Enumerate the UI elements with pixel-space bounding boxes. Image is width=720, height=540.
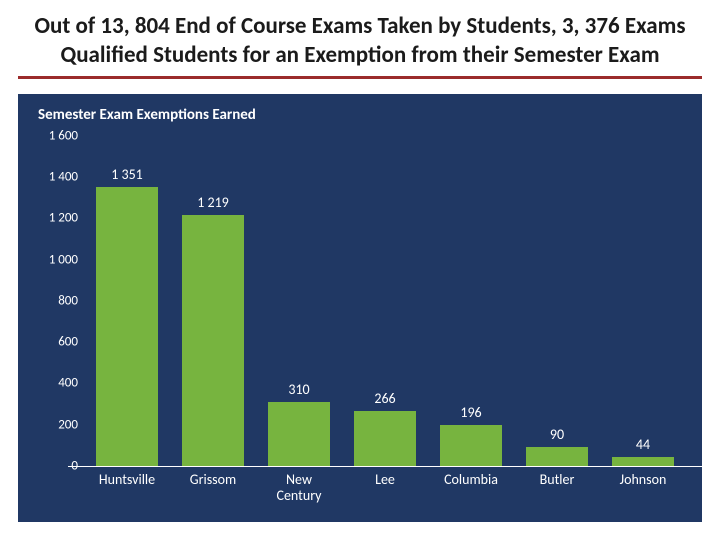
- bar-value-label: 90: [550, 426, 564, 443]
- bar: [440, 425, 502, 465]
- y-tick-label: 400: [58, 376, 78, 391]
- y-tick-label: 1 400: [49, 170, 78, 185]
- x-axis-labels: Huntsville Grissom NewCentury Lee Columbia Bu…: [84, 472, 686, 504]
- y-tick-label: 1 200: [49, 211, 78, 226]
- y-axis: 02004006008001 0001 2001 4001 600: [34, 136, 84, 504]
- y-tick-label: 1 600: [49, 129, 78, 144]
- x-axis-label: Butler: [521, 472, 593, 504]
- bar-value-label: 44: [636, 436, 650, 453]
- bar-column: 310: [263, 381, 335, 466]
- page-title: Out of 13, 804 End of Course Exams Taken…: [24, 12, 696, 70]
- bars-row: 1 351 1 219 310 266 196 90 44: [84, 136, 686, 466]
- y-tick-label: 800: [58, 293, 78, 308]
- bar: [182, 215, 244, 466]
- x-axis-label: Lee: [349, 472, 421, 504]
- bar-value-label: 310: [288, 381, 309, 398]
- bar: [96, 187, 158, 465]
- bar: [526, 447, 588, 466]
- chart-panel: Semester Exam Exemptions Earned 02004006…: [18, 94, 702, 522]
- x-axis-label: NewCentury: [263, 472, 335, 504]
- bar-column: 44: [607, 436, 679, 466]
- bar-column: 1 219: [177, 194, 249, 466]
- y-tick-label: 200: [58, 417, 78, 432]
- bar-value-label: 1 219: [197, 194, 229, 211]
- bar-value-label: 1 351: [111, 166, 143, 183]
- chart-plot-wrap: 02004006008001 0001 2001 4001 600 1 3511…: [34, 132, 686, 504]
- bar-value-label: 196: [460, 404, 481, 421]
- title-underline: [18, 76, 702, 79]
- bar-column: 90: [521, 426, 593, 466]
- title-wrap: Out of 13, 804 End of Course Exams Taken…: [0, 0, 720, 70]
- y-tick-label: 600: [58, 335, 78, 350]
- x-axis-label: Johnson: [607, 472, 679, 504]
- bar: [612, 457, 674, 466]
- x-axis-line: [68, 466, 702, 468]
- bar-value-label: 266: [374, 390, 395, 407]
- bar-column: 196: [435, 404, 507, 465]
- x-axis-label: Huntsville: [91, 472, 163, 504]
- x-axis-label: Columbia: [435, 472, 507, 504]
- y-tick-label: 1 000: [49, 252, 78, 267]
- bar: [268, 402, 330, 466]
- bar-column: 266: [349, 390, 421, 466]
- x-axis-label: Grissom: [177, 472, 249, 504]
- bar-column: 1 351: [91, 166, 163, 465]
- bar: [354, 411, 416, 466]
- chart-title: Semester Exam Exemptions Earned: [38, 106, 686, 124]
- slide: Out of 13, 804 End of Course Exams Taken…: [0, 0, 720, 540]
- chart-plot: 1 351 1 219 310 266 196 90 44: [84, 136, 686, 466]
